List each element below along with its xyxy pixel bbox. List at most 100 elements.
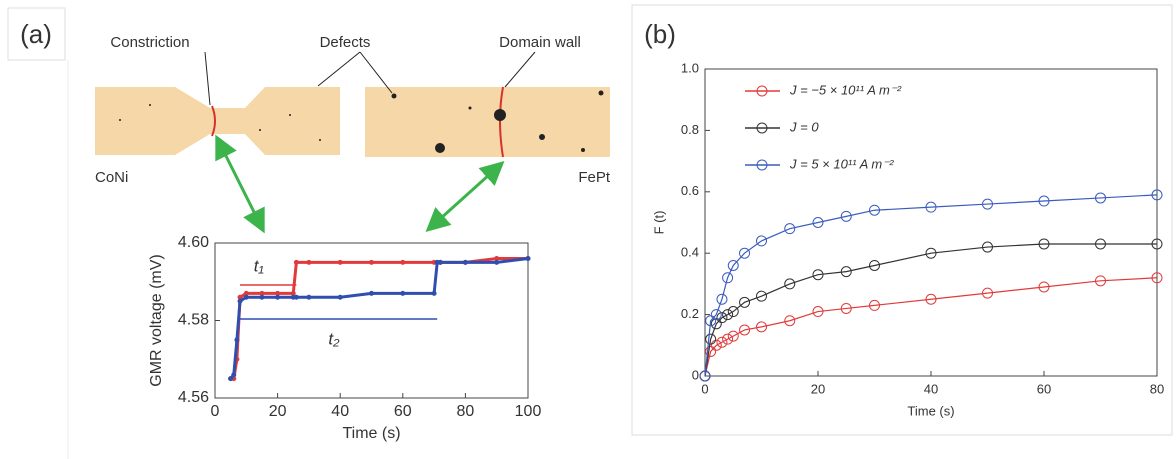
pointer — [204, 51, 211, 106]
legend-label: J = 0 — [789, 119, 819, 134]
x-tick-label: 80 — [457, 403, 475, 420]
y-tick-label: 0.8 — [681, 122, 699, 137]
x-tick-label: 0 — [701, 381, 708, 396]
data-point — [293, 259, 299, 265]
data-point — [739, 324, 751, 336]
data-point — [727, 330, 739, 342]
y-tick-label: 0.2 — [681, 306, 699, 321]
pointer — [317, 51, 361, 87]
diagram-label: Defects — [320, 34, 371, 51]
diagram-label: FePt — [578, 169, 611, 186]
x-tick-label: 20 — [269, 403, 287, 420]
data-point — [982, 241, 993, 253]
y-tick-label: 1.0 — [681, 60, 699, 75]
y-tick-label: 0.4 — [681, 245, 699, 260]
x-tick-label: 80 — [1150, 381, 1164, 396]
y-axis-label: F (t) — [651, 211, 666, 235]
data-point — [400, 290, 406, 296]
annotation: t₁ — [254, 256, 264, 275]
data-point — [1095, 275, 1106, 287]
data-point — [705, 315, 717, 327]
data-point — [869, 259, 880, 271]
data-point — [727, 259, 739, 271]
y-tick-label: 4.58 — [178, 312, 209, 329]
data-point — [462, 259, 468, 265]
data-point — [234, 337, 240, 343]
domain-wall — [211, 105, 216, 137]
data-point — [756, 235, 767, 247]
data-point — [812, 306, 824, 318]
y-tick-label: 0.6 — [681, 183, 699, 198]
x-tick-label: 100 — [515, 403, 542, 420]
panel-box — [631, 4, 1173, 436]
data-point — [869, 299, 880, 311]
data-point — [1038, 238, 1050, 250]
data-point — [369, 259, 374, 265]
data-point — [869, 204, 880, 216]
data-point — [840, 302, 852, 314]
data-point — [1151, 238, 1163, 250]
x-tick-label: 60 — [1037, 381, 1051, 396]
data-point — [1038, 195, 1050, 207]
y-tick-label: 4.60 — [178, 234, 209, 251]
x-axis-label: Time (s) — [907, 403, 954, 418]
y-tick-label: 0 — [692, 367, 699, 382]
annotation: t₂ — [328, 329, 340, 348]
y-axis-label: GMR voltage (mV) — [148, 254, 165, 386]
conil-strip — [95, 87, 340, 155]
data-point — [739, 247, 751, 259]
data-point — [1038, 281, 1050, 293]
x-tick-label: 60 — [394, 403, 412, 420]
data-point — [699, 370, 711, 382]
data-point — [710, 318, 722, 330]
link-arrow — [215, 134, 265, 234]
pointer — [359, 51, 393, 94]
data-point — [982, 287, 993, 299]
x-tick-label: 40 — [331, 403, 349, 420]
legend-marker — [756, 85, 768, 97]
x-tick-label: 20 — [811, 381, 825, 396]
defects — [119, 90, 604, 153]
legend-label: J = 5 × 10¹¹ A m⁻² — [789, 156, 894, 171]
data-point — [716, 336, 728, 348]
data-point — [400, 259, 406, 265]
panel-label: (b) — [644, 19, 676, 49]
series-line — [704, 277, 1158, 377]
data-point — [337, 294, 343, 300]
series-line — [704, 243, 1157, 377]
data-point — [337, 259, 343, 265]
data-point — [925, 201, 937, 213]
data-point — [710, 339, 722, 351]
data-point — [925, 247, 937, 259]
data-point — [259, 294, 265, 300]
data-point — [243, 294, 249, 300]
data-point — [1095, 192, 1106, 204]
data-point — [840, 266, 852, 278]
data-point — [306, 259, 312, 265]
data-point — [722, 333, 734, 345]
data-point — [705, 333, 717, 345]
data-point — [437, 259, 443, 265]
data-point — [756, 321, 767, 333]
data-point — [812, 269, 824, 281]
data-point — [710, 309, 722, 321]
data-point — [275, 294, 281, 300]
data-point — [722, 272, 734, 284]
data-point — [812, 217, 824, 228]
diagram-label: Domain wall — [499, 34, 581, 51]
data-point — [1095, 238, 1106, 250]
link-arrow — [425, 160, 505, 233]
data-point — [840, 210, 852, 222]
data-point — [231, 372, 237, 378]
data-point — [237, 298, 243, 304]
pointer — [504, 51, 536, 88]
legend-marker — [756, 122, 768, 134]
data-point — [1151, 189, 1163, 201]
data-point — [306, 294, 312, 300]
label-box — [7, 7, 66, 61]
data-point — [525, 256, 531, 261]
data-point — [716, 312, 728, 324]
diagram-label: Constriction — [110, 34, 189, 51]
x-axis-label: Time (s) — [342, 425, 400, 442]
